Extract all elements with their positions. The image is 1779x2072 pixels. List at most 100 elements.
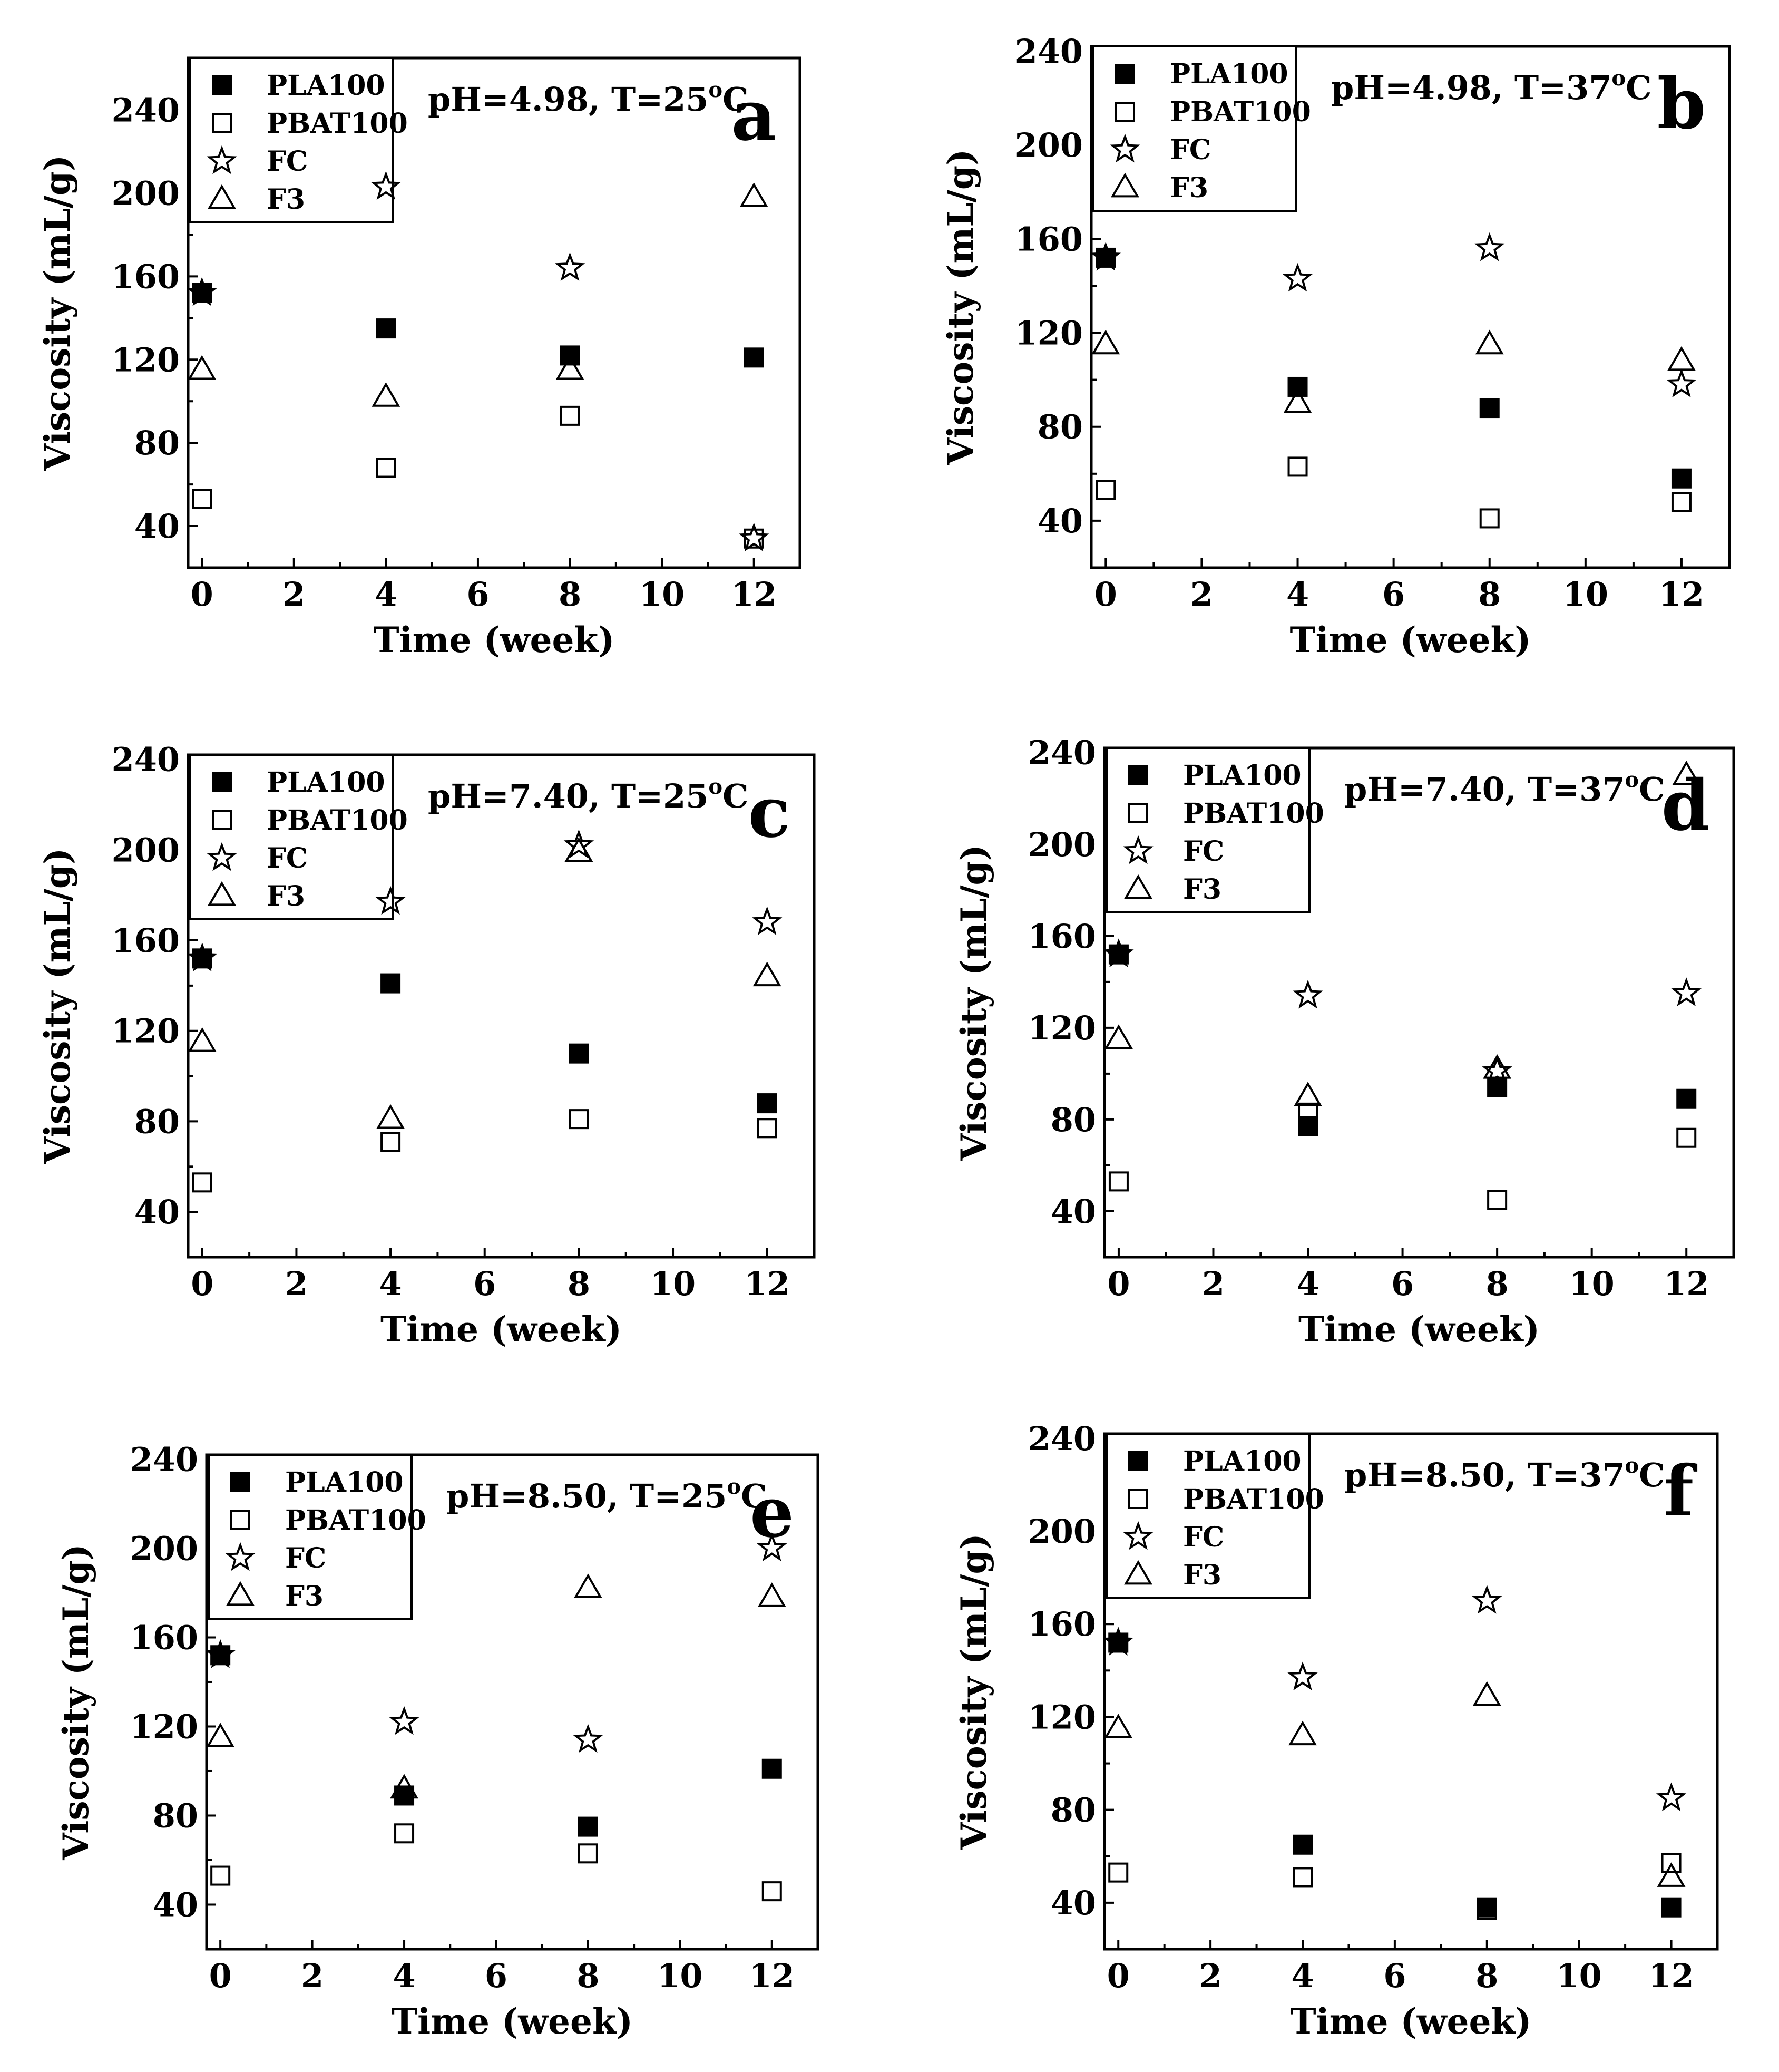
point-pbat100-week-4 [1287,456,1308,477]
point-pla100-week-8 [1477,1897,1497,1918]
x-tick-label: 0 [1107,1264,1130,1303]
x-tick-label: 4 [393,1957,415,1995]
y-tick-label: 80 [153,1796,198,1835]
condition-label: pH=7.40, T=37oC [1344,767,1665,809]
point-pbat100-week-8 [569,1109,589,1130]
plot-frame [187,56,801,569]
legend-label-f3: F3 [267,880,305,912]
legend-label-fc: FC [1183,835,1224,868]
x-tick-label: 8 [1475,1957,1498,1995]
point-pbat100-week-0 [192,489,212,509]
legend-label-pla100: PLA100 [1183,1445,1302,1477]
legend-label-fc: FC [285,1542,326,1574]
legend-label-f3: F3 [1170,172,1208,204]
x-tick-label: 4 [1296,1264,1319,1303]
point-pbat100-week-8 [1487,1190,1508,1210]
legend-marker-pbat100 [1128,803,1148,823]
legend-label-pla100: PLA100 [285,1466,404,1499]
y-tick-label: 80 [1051,1101,1096,1139]
point-pla100-week-4 [380,973,401,994]
y-tick-label: 240 [112,741,180,779]
legend-label-pla100: PLA100 [1170,58,1288,90]
legend-label-fc: FC [1183,1521,1224,1553]
point-fc-week-0 [205,1639,236,1668]
y-tick-label: 40 [134,1193,180,1231]
point-fc-week-4 [375,886,406,915]
y-tick-label: 240 [1028,1419,1096,1458]
point-pla100-week-8 [1479,398,1500,419]
condition-label: pH=4.98, T=25oC [428,77,748,119]
point-fc-week-8 [554,252,585,281]
point-fc-week-4 [1293,979,1323,1009]
legend-marker-pbat100 [1128,1489,1148,1509]
point-pbat100-week-4 [380,1132,401,1152]
legend: PLA100 PBAT100 FC F3 [189,754,408,920]
legend-marker-pbat100 [1115,102,1135,122]
chart-panel-d: 0 2 4 6 8 10 12 40 80 120 160 200 240 Time (week) Visc… [953,734,1735,1350]
x-tick-label: 6 [485,1957,507,1995]
y-tick-label: 40 [1051,1884,1096,1922]
y-tick-label: 160 [1028,917,1096,956]
legend-marker-pbat100 [212,810,232,830]
point-fc-week-12 [738,522,769,552]
point-f3-week-12 [1657,1862,1686,1887]
legend-label-pla100: PLA100 [267,766,385,799]
y-tick-label: 240 [112,91,180,130]
point-pbat100-week-8 [578,1843,598,1864]
point-fc-week-12 [1656,1782,1687,1812]
legend-marker-fc [207,842,237,871]
x-tick-label: 6 [473,1264,496,1303]
x-tick-label: 2 [1199,1957,1222,1995]
point-pla100-week-8 [578,1816,598,1837]
y-tick-label: 120 [1015,314,1083,353]
x-axis-title: Time (week) [1290,619,1531,660]
plot-frame [205,1453,819,1951]
y-tick-label: 160 [130,1618,198,1657]
point-pbat100-week-12 [1676,1127,1697,1148]
legend-marker-f3 [1111,172,1139,198]
point-fc-week-8 [573,1724,603,1753]
legend-marker-pla100 [1128,1451,1148,1471]
legend-marker-f3 [208,184,236,209]
legend: PLA100 PBAT100 FC F3 [208,1454,426,1620]
x-tick-label: 0 [191,575,213,614]
x-tick-label: 12 [1664,1264,1709,1303]
point-f3-week-4 [372,382,400,407]
legend-label-pbat100: PBAT100 [267,804,408,836]
point-pla100-week-4 [376,318,396,339]
point-pbat100-week-12 [1661,1853,1682,1873]
point-f3-week-4 [1288,1720,1317,1746]
point-pbat100-week-12 [757,1118,777,1139]
x-tick-label: 8 [1486,1264,1509,1303]
point-fc-week-8 [563,829,594,859]
plot-frame [1103,1432,1719,1951]
y-axis-title: Viscosity (mL/g) [37,155,78,471]
x-axis-title: Time (week) [380,1309,622,1350]
x-tick-label: 12 [731,575,777,614]
point-fc-week-12 [751,906,783,936]
chart-panel-a: 0 2 4 6 8 10 12 40 80 120 160 200 240 Time (week) Visc… [37,56,801,660]
chart-panel-f: 0 2 4 6 8 10 12 40 80 120 160 200 240 Time (week) Visc… [953,1419,1719,2042]
x-axis-title: Time (week) [374,619,615,660]
chart-panel-b: 0 2 4 6 8 10 12 40 80 120 160 200 240 Time (week) Visc… [940,32,1731,660]
point-fc-week-4 [389,1706,419,1735]
point-pla100-week-8 [560,345,580,366]
legend-label-f3: F3 [1183,873,1221,906]
y-tick-label: 160 [1015,220,1083,258]
point-fc-week-12 [1666,368,1697,397]
x-axis-title: Time (week) [392,2001,633,2042]
x-tick-label: 6 [1382,575,1405,614]
point-f3-week-8 [555,355,584,380]
point-fc-week-0 [1103,1627,1133,1656]
x-tick-label: 10 [639,575,685,614]
point-pbat100-week-8 [560,405,580,426]
legend-label-fc: FC [267,842,308,874]
point-pla100-week-12 [744,347,764,368]
condition-label: pH=7.40, T=25oC [428,774,748,815]
point-fc-week-8 [1482,1055,1512,1084]
x-axis-title: Time (week) [1291,2001,1532,2042]
x-tick-label: 4 [1286,575,1309,614]
panel-letter: d [1661,765,1710,847]
x-tick-label: 10 [650,1264,696,1303]
point-pla100-week-4 [394,1785,415,1806]
